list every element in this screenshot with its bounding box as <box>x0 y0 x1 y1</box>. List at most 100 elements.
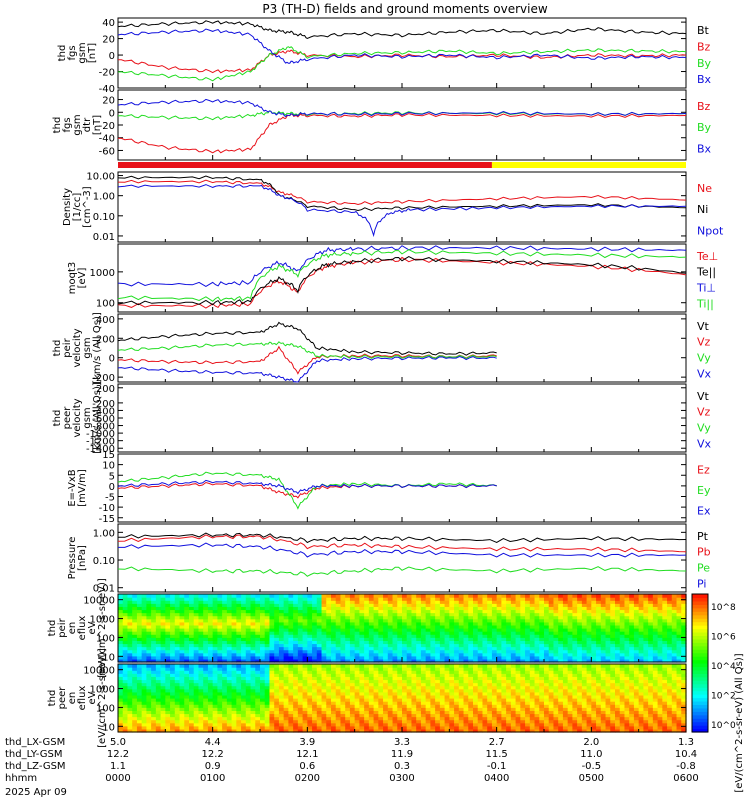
spectrogram-cell <box>510 691 517 696</box>
spectrogram-cell <box>136 637 143 641</box>
spectrogram-cell <box>510 719 517 724</box>
y-tick-label: 40 <box>102 18 115 29</box>
spectrogram-cell <box>633 597 640 601</box>
spectrogram-cell <box>510 640 517 645</box>
spectrogram-cell <box>160 646 166 651</box>
y-axis-label: thd <box>57 45 68 62</box>
spectrogram-cell <box>449 710 455 715</box>
spectrogram-cell <box>231 652 237 657</box>
spectrogram-cell <box>136 725 143 730</box>
spectrogram-cell <box>307 664 313 668</box>
spectrogram-cell <box>312 698 318 702</box>
spectrogram-cell <box>482 682 488 687</box>
spectrogram-cell <box>600 637 607 641</box>
spectrogram-cell <box>586 594 592 598</box>
spectrogram-cell <box>293 631 299 635</box>
spectrogram-cell <box>487 621 493 626</box>
spectrogram-cell <box>676 618 682 623</box>
spectrogram-cell <box>454 722 460 727</box>
spectrogram-cell <box>174 722 181 727</box>
spectrogram-cell <box>349 618 356 623</box>
spectrogram-cell <box>321 685 327 690</box>
spectrogram-cell <box>425 728 431 733</box>
spectrogram-cell <box>335 673 342 677</box>
spectrogram-cell <box>449 655 455 660</box>
spectrogram-cell <box>420 670 427 674</box>
spectrogram-cell <box>222 701 228 705</box>
spectrogram-cell <box>671 649 678 654</box>
spectrogram-cell <box>269 664 275 668</box>
spectrogram-cell <box>534 594 540 598</box>
spectrogram-cell <box>567 624 573 629</box>
spectrogram-cell <box>525 594 531 598</box>
spectrogram-cell <box>345 701 351 705</box>
spectrogram-cell <box>430 594 436 598</box>
spectrogram-cell <box>170 600 176 604</box>
spectrogram-cell <box>624 655 630 660</box>
spectrogram-cell <box>562 646 569 651</box>
spectrogram-cell <box>406 701 413 705</box>
spectrogram-cell <box>544 667 550 671</box>
y-tick-label: 10 <box>102 461 115 472</box>
spectrogram-cell <box>373 676 379 681</box>
spectrogram-cell <box>245 609 252 614</box>
spectrogram-cell <box>586 646 592 651</box>
spectrogram-cell <box>539 603 545 607</box>
spectrogram-cell <box>373 673 379 677</box>
spectrogram-cell <box>510 637 517 641</box>
spectrogram-cell <box>553 618 559 623</box>
spectrogram-cell <box>548 618 555 623</box>
spectrogram-cell <box>539 628 545 632</box>
spectrogram-cell <box>558 615 564 620</box>
spectrogram-cell <box>226 673 233 677</box>
spectrogram-cell <box>302 710 308 715</box>
spectrogram-cell <box>160 685 166 690</box>
spectrogram-cell <box>420 701 427 705</box>
spectrogram-cell <box>430 634 436 638</box>
legend-entry: Bx <box>697 73 712 86</box>
spectrogram-cell <box>326 701 332 705</box>
spectrogram-cell <box>345 658 351 663</box>
spectrogram-cell <box>179 682 185 687</box>
spectrogram-cell <box>430 646 436 651</box>
spectrogram-cell <box>170 728 176 733</box>
spectrogram-cell <box>425 667 431 671</box>
spectrogram-cell <box>473 694 479 699</box>
spectrogram-cell <box>671 615 678 620</box>
spectrogram-cell <box>373 624 379 629</box>
spectrogram-cell <box>293 664 299 668</box>
spectrogram-cell <box>487 618 493 623</box>
spectrogram-cell <box>151 667 157 671</box>
spectrogram-cell <box>510 688 517 693</box>
spectrogram-cell <box>553 609 559 614</box>
spectrogram-cell <box>354 694 360 699</box>
spectrogram-cell <box>439 664 446 668</box>
spectrogram-cell <box>397 652 403 657</box>
spectrogram-cell <box>340 676 346 681</box>
spectrogram-cell <box>482 725 488 730</box>
spectrogram-cell <box>539 634 545 638</box>
spectrogram-cell <box>260 713 266 718</box>
spectrogram-cell <box>179 701 185 705</box>
spectrogram-cell <box>544 664 550 668</box>
spectrogram-cell <box>439 615 446 620</box>
spectrogram-cell <box>373 719 379 724</box>
spectrogram-cell <box>260 682 266 687</box>
spectrogram-cell <box>572 658 578 663</box>
spectrogram-cell <box>510 618 517 623</box>
spectrogram-cell <box>260 716 266 721</box>
spectrogram-cell <box>264 694 271 699</box>
spectrogram-cell <box>184 643 190 648</box>
spectrogram-cell <box>529 676 536 681</box>
spectrogram-cell <box>359 618 365 623</box>
spectrogram-cell <box>534 606 540 611</box>
spectrogram-cell <box>283 664 289 668</box>
spectrogram-cell <box>288 722 294 727</box>
spectrogram-cell <box>591 634 597 638</box>
spectrogram-cell <box>397 685 403 690</box>
spectrogram-cell <box>288 640 294 645</box>
spectrogram-cell <box>193 719 200 724</box>
spectrogram-cell <box>373 621 379 626</box>
spectrogram-cell <box>193 603 200 607</box>
